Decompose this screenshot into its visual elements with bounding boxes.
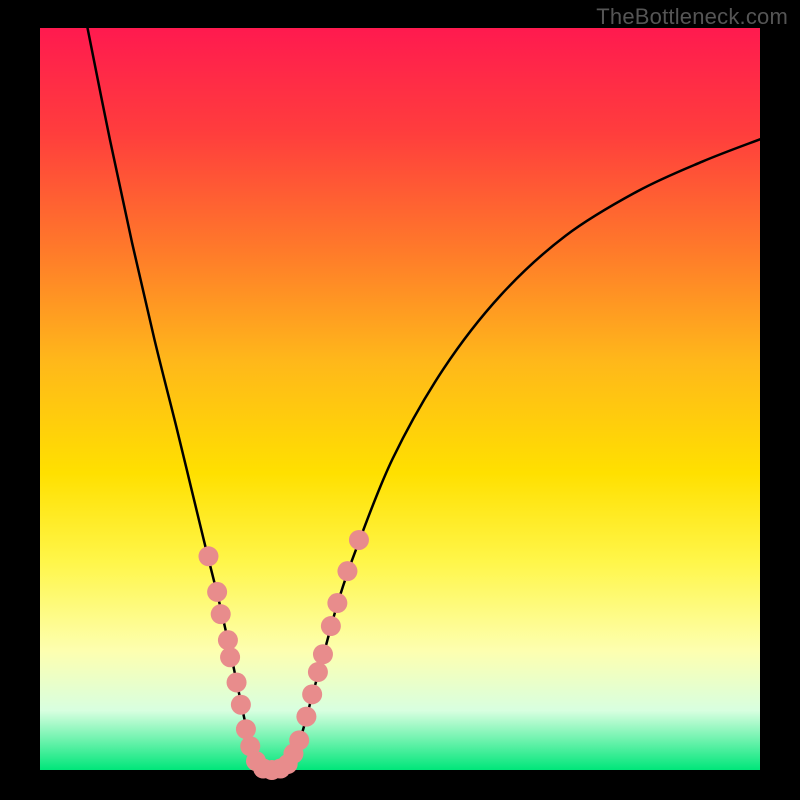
marker-dot <box>220 647 240 667</box>
marker-dot <box>349 530 369 550</box>
marker-dot <box>227 672 247 692</box>
marker-dot <box>231 695 251 715</box>
marker-dot <box>313 644 333 664</box>
marker-dot <box>207 582 227 602</box>
gradient-background <box>40 28 760 770</box>
bottleneck-chart <box>0 0 800 800</box>
marker-dot <box>296 707 316 727</box>
watermark-text: TheBottleneck.com <box>596 4 788 30</box>
chart-stage: TheBottleneck.com <box>0 0 800 800</box>
marker-dot <box>211 604 231 624</box>
marker-dot <box>289 730 309 750</box>
marker-dot <box>236 719 256 739</box>
marker-dot <box>308 662 328 682</box>
marker-dot <box>327 593 347 613</box>
marker-dot <box>218 630 238 650</box>
marker-dot <box>198 546 218 566</box>
marker-dot <box>302 684 322 704</box>
marker-dot <box>321 616 341 636</box>
marker-dot <box>337 561 357 581</box>
